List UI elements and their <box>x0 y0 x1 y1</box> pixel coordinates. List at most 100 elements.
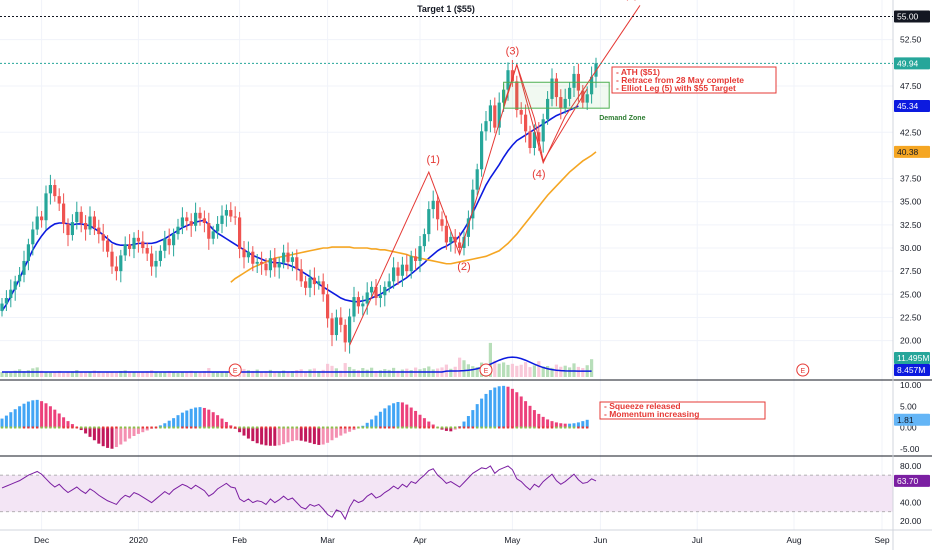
squeeze-annotation-line-2: - Momentum increasing <box>604 409 699 419</box>
squeeze-bar <box>471 410 475 428</box>
candle-body <box>519 110 523 115</box>
squeeze-dot <box>49 426 52 429</box>
candle-body <box>484 121 488 132</box>
volume-bar <box>590 359 594 377</box>
candle-body <box>317 281 321 285</box>
squeeze-dot <box>97 426 100 429</box>
squeeze-bar <box>141 427 145 433</box>
squeeze-bar <box>559 423 563 428</box>
annotation-box[interactable] <box>611 66 777 94</box>
squeeze-dot <box>84 426 87 429</box>
candle-body <box>405 264 409 272</box>
time-tick: May <box>504 535 521 545</box>
price-tick: 30.00 <box>900 243 922 253</box>
price-badge <box>894 99 930 112</box>
candle-body <box>312 277 316 285</box>
volume-bar <box>53 371 57 377</box>
squeeze-bar <box>224 421 228 428</box>
price-tick: 37.50 <box>900 174 922 184</box>
squeeze-momentum-pane <box>0 385 589 449</box>
volume-bar <box>308 369 312 377</box>
candle-body <box>211 231 215 239</box>
time-axis[interactable]: Dec 2020 Feb Mar Apr May Jun Jul Aug Sep <box>34 535 890 545</box>
squeeze-bar <box>101 427 105 447</box>
squeeze-bar <box>84 427 88 434</box>
candle-body <box>40 216 44 221</box>
rsi-tick: 40.00 <box>900 498 922 508</box>
volume-bar <box>0 372 4 377</box>
squeeze-dot <box>423 426 426 429</box>
candle-body <box>356 297 360 307</box>
volume-bar <box>264 371 268 377</box>
squeeze-dot <box>581 426 584 429</box>
squeeze-bar <box>286 427 290 443</box>
rsi-pane <box>0 465 893 521</box>
annotation-line-2: - Retrace from 28 May complete <box>616 75 744 85</box>
squeeze-dot <box>181 426 184 429</box>
candle-body <box>510 70 514 82</box>
candle-body <box>422 234 426 247</box>
squeeze-bar <box>264 427 268 446</box>
wave-label: (4) <box>532 169 545 181</box>
squeeze-bar <box>92 427 96 441</box>
squeeze-bar <box>185 410 189 428</box>
price-tick: 25.00 <box>900 289 922 299</box>
candle-body <box>304 281 308 288</box>
volume-bar <box>75 370 79 377</box>
squeeze-bar <box>167 420 171 428</box>
volume-bar <box>154 372 158 377</box>
squeeze-bar <box>528 405 532 428</box>
squeeze-dot <box>14 426 17 429</box>
squeeze-annotation-box[interactable] <box>599 401 766 420</box>
squeeze-bar <box>387 405 391 428</box>
candle-body <box>260 261 264 264</box>
candle-body <box>387 281 391 287</box>
volume-bar <box>405 368 409 377</box>
squeeze-bar <box>475 404 479 428</box>
squeeze-dot <box>366 426 369 429</box>
volume-bar <box>524 362 528 377</box>
squeeze-dot <box>436 426 439 429</box>
candle-body <box>62 203 66 224</box>
squeeze-bar <box>321 427 325 445</box>
squeeze-dot <box>511 426 514 429</box>
candle-body <box>189 221 193 226</box>
volume-bar <box>546 365 550 377</box>
squeeze-bar <box>251 427 255 442</box>
squeeze-dot <box>295 426 298 429</box>
candle-body <box>537 132 541 142</box>
price-badges: 55.00 49.94 45.34 40.38 11.495M 8.457M 1.81 63.… <box>894 10 930 487</box>
volume-bar <box>396 370 400 377</box>
squeeze-bar <box>70 424 74 428</box>
volume-bar <box>352 369 356 377</box>
squeeze-dot <box>550 426 554 429</box>
squeeze-bar <box>493 387 497 428</box>
squeeze-dot <box>308 426 312 429</box>
squeeze-bar <box>405 404 409 428</box>
volume-bar <box>502 362 506 377</box>
volume-bar <box>317 370 321 377</box>
squeeze-dot <box>190 426 193 429</box>
annotation-line-3: - Elliot Leg (5) with $55 Target <box>616 83 736 93</box>
squeeze-bar <box>260 427 264 445</box>
squeeze-dot <box>146 426 149 429</box>
squeeze-dot <box>432 426 435 429</box>
squeeze-dot <box>401 426 404 429</box>
candle-body <box>330 318 334 336</box>
candle-body <box>92 216 96 228</box>
squeeze-dot <box>440 426 444 429</box>
volume-bar <box>572 363 576 377</box>
squeeze-bar <box>255 427 259 444</box>
wave-label: (5) <box>624 0 637 1</box>
candle-body <box>497 102 501 128</box>
candle-body <box>251 251 255 264</box>
squeeze-dot <box>124 426 127 429</box>
squeeze-dot <box>330 426 334 429</box>
squeeze-bar <box>172 418 176 428</box>
price-axis[interactable]: 52.50 47.50 42.50 37.50 35.00 32.50 30.00 27.50… <box>900 35 922 526</box>
volume-bar <box>13 370 17 377</box>
candle-body <box>343 324 347 343</box>
price-badge <box>894 57 930 70</box>
volume-bar <box>321 369 325 377</box>
